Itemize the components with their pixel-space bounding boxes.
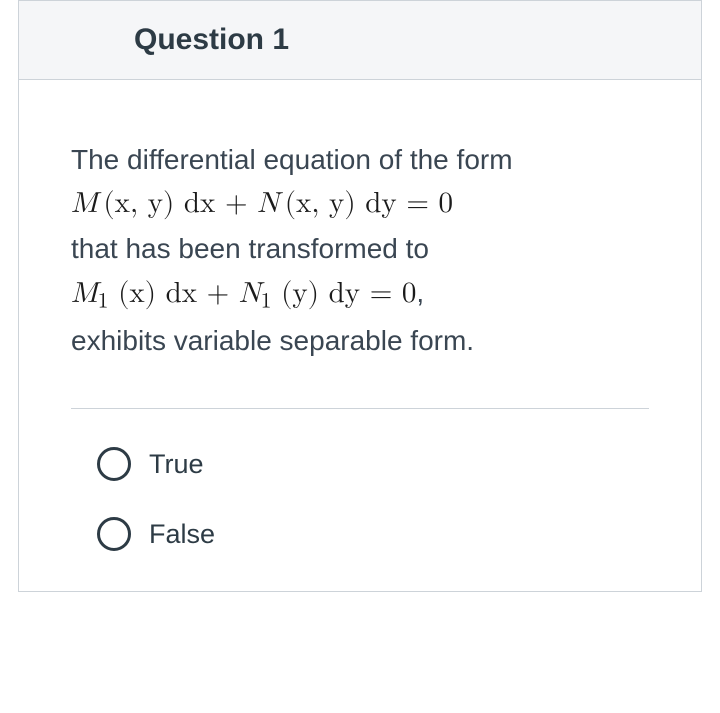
- radio-true[interactable]: [97, 447, 131, 481]
- equation-2: M1 (x) dx + N1 (y) dy = 0: [71, 279, 416, 308]
- question-stem: The differential equation of the form M …: [71, 138, 649, 362]
- eq2-comma: ,: [416, 277, 424, 308]
- stem-text-1: The differential equation of the form: [71, 144, 513, 175]
- equation-1: M (x, y) dx + N (x, y) dy = 0: [71, 189, 453, 218]
- radio-false[interactable]: [97, 517, 131, 551]
- stem-text-3: exhibits variable separable form.: [71, 325, 474, 356]
- question-card: Question 1 The differential equation of …: [18, 0, 702, 592]
- question-header: Question 1: [19, 1, 701, 80]
- stem-text-2: that has been transformed to: [71, 233, 429, 264]
- option-false[interactable]: False: [71, 499, 649, 569]
- option-false-label: False: [149, 519, 215, 550]
- divider: [71, 408, 649, 409]
- option-true[interactable]: True: [71, 429, 649, 499]
- question-body: The differential equation of the form M …: [19, 80, 701, 591]
- question-title: Question 1: [134, 23, 667, 57]
- option-true-label: True: [149, 449, 204, 480]
